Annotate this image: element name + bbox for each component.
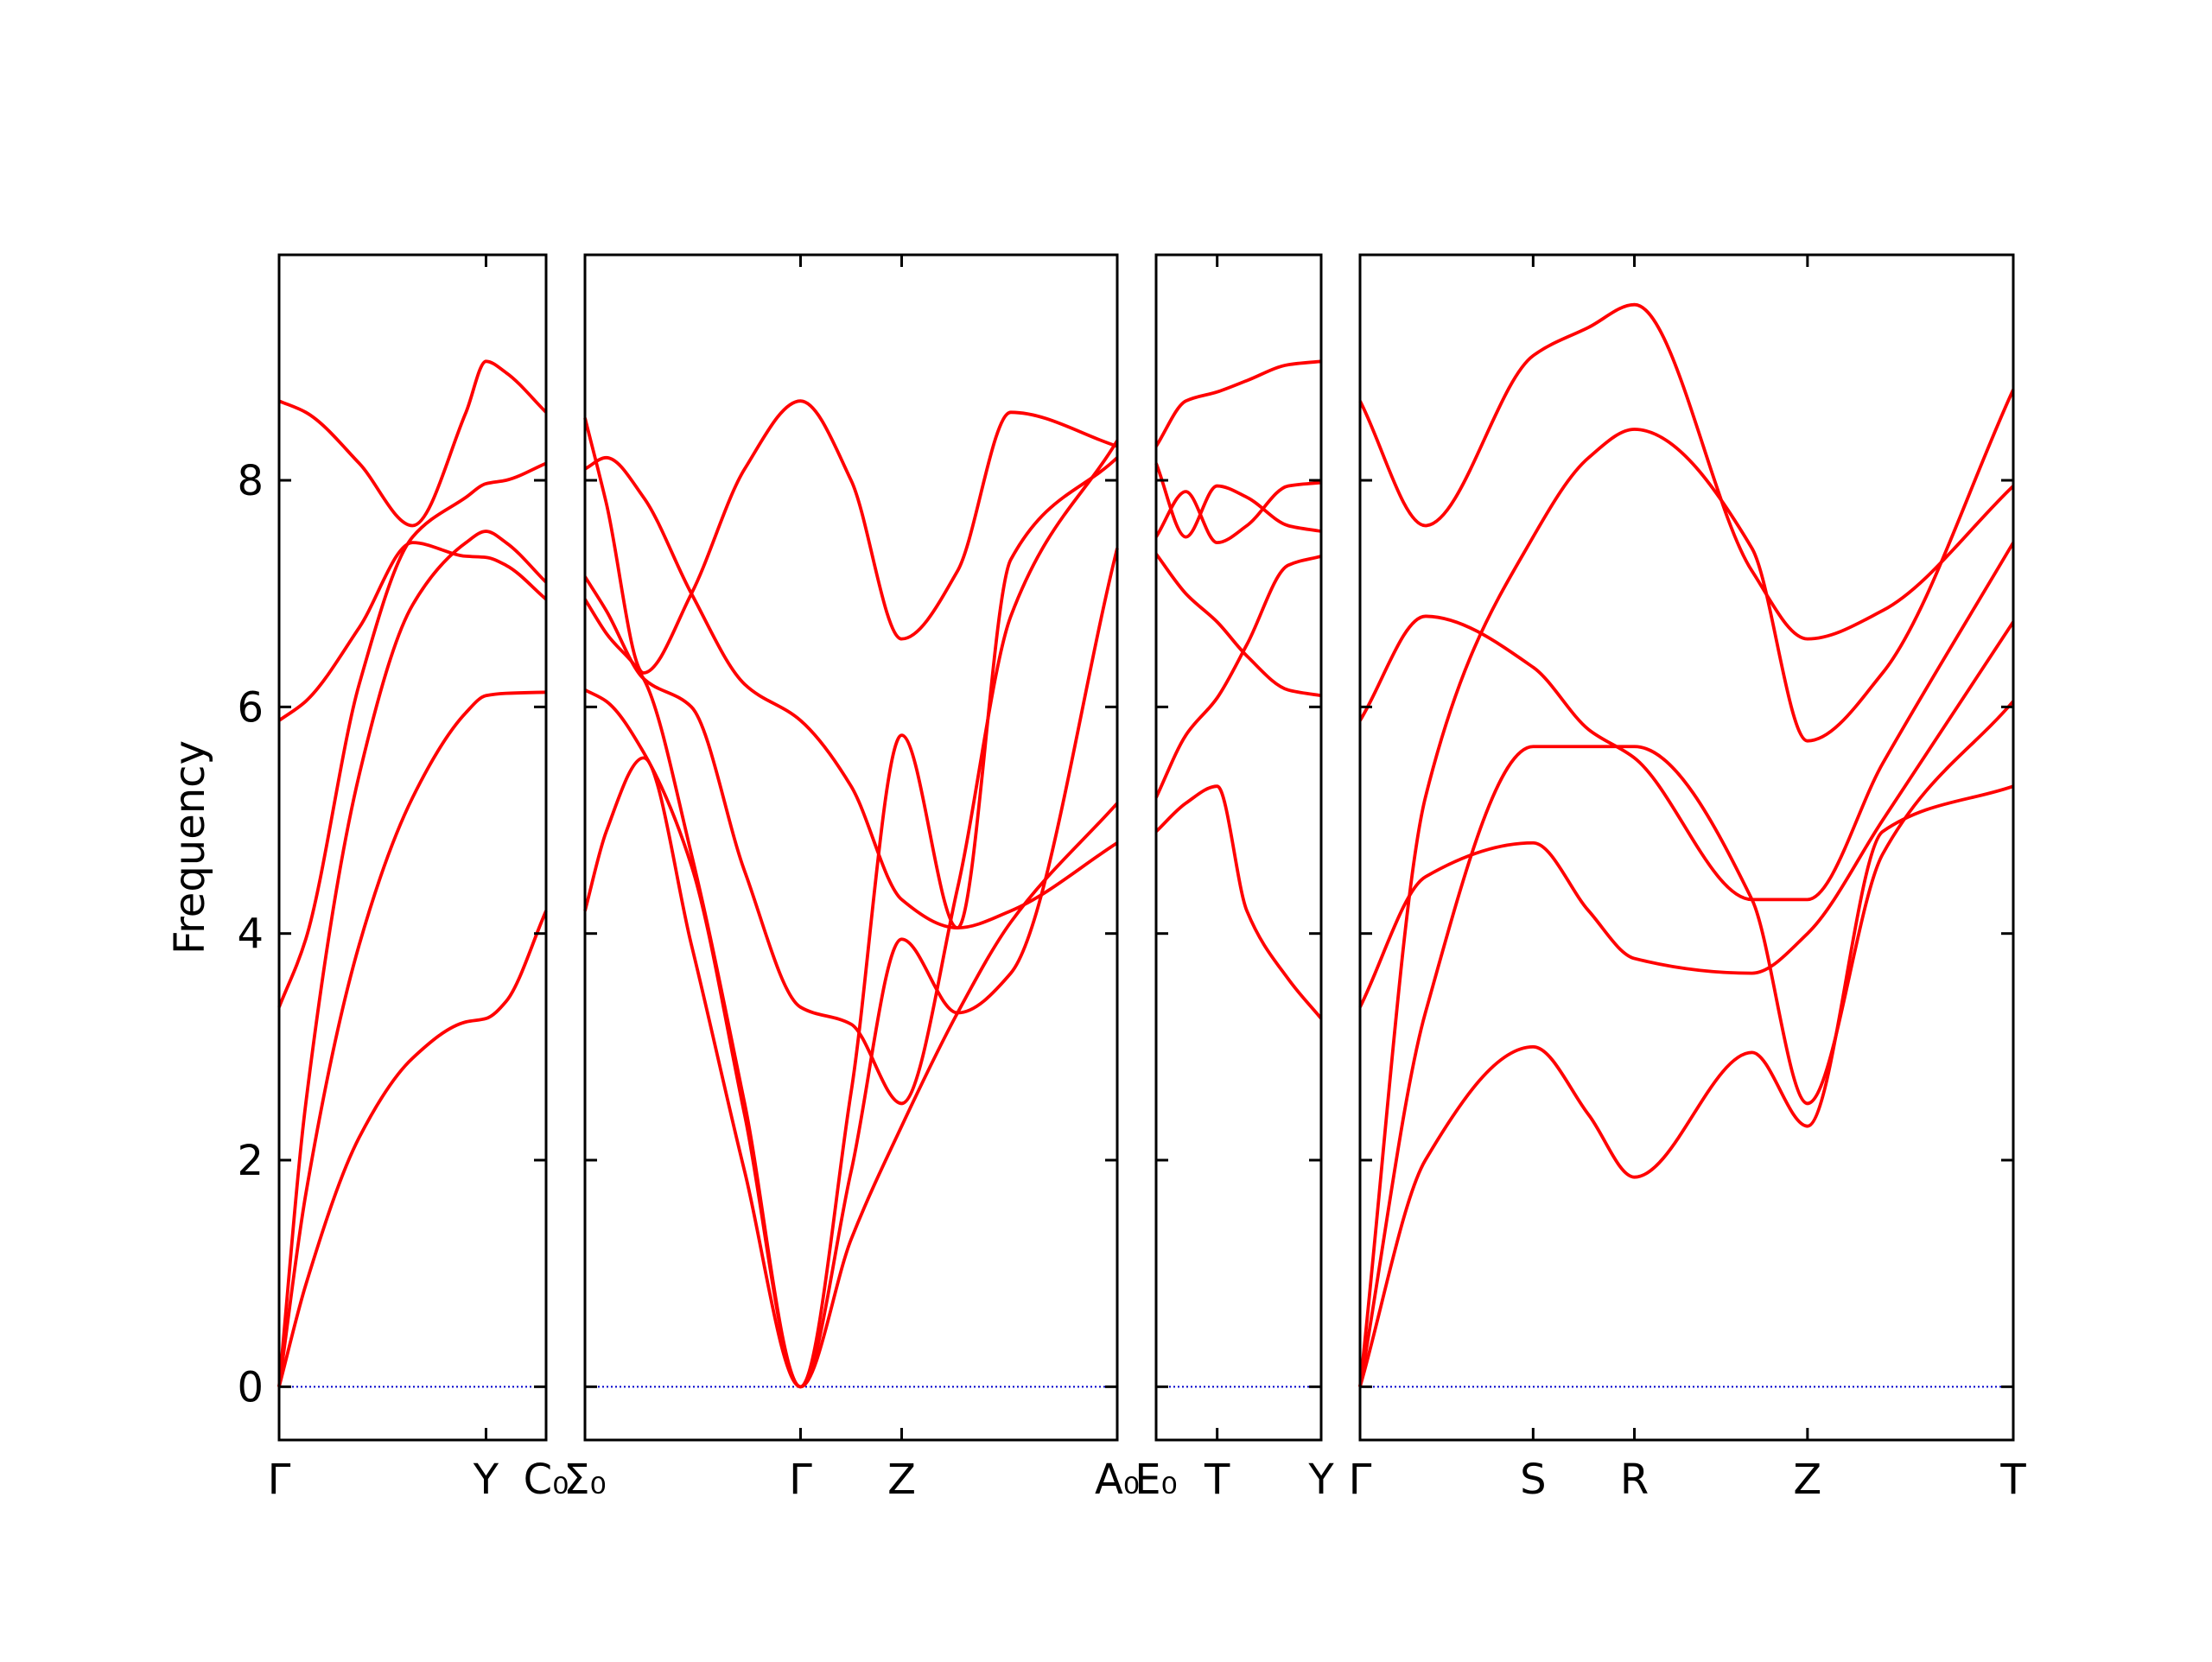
band-3 — [277, 530, 548, 1387]
band-2 — [277, 690, 547, 1387]
x-tick-label: A₀ — [1095, 1456, 1140, 1504]
panel-frame — [1154, 253, 1323, 1442]
y-tick-label: 6 — [237, 683, 264, 732]
band-4 — [1358, 389, 2015, 1387]
panel-2: Σ₀ Γ Z A₀ — [563, 253, 1140, 1504]
panel-frame — [277, 253, 548, 1442]
band-1 — [1358, 784, 2014, 1387]
panel-frame — [1358, 253, 2015, 1442]
x-tick-label: S — [1520, 1456, 1546, 1504]
band-1 — [1154, 784, 1323, 1020]
y-tick-label: 2 — [237, 1137, 264, 1185]
band-6 — [1154, 359, 1322, 447]
y-tick-label: 0 — [237, 1363, 264, 1411]
x-tick-label: R — [1620, 1456, 1649, 1504]
band-1 — [277, 910, 548, 1387]
band-4 — [277, 461, 547, 1008]
panel-3: E₀ T Y — [1135, 253, 1334, 1504]
x-tick-label: Γ — [268, 1456, 291, 1504]
band-2 — [1154, 555, 1322, 799]
x-tick-label: Z — [1793, 1456, 1821, 1504]
x-tick-label: Γ — [789, 1456, 812, 1504]
band-6 — [583, 399, 1118, 675]
band-4 — [1154, 480, 1322, 545]
band-2 — [1358, 700, 2015, 1387]
band-3 — [1358, 620, 2015, 1008]
y-axis-label: Frequency — [166, 740, 214, 955]
x-tick-label: Y — [473, 1456, 499, 1504]
band-5 — [1358, 542, 2015, 902]
band-6 — [278, 359, 548, 528]
x-tick-label: Z — [887, 1456, 916, 1504]
band-4 — [583, 440, 1119, 1106]
band-5 — [1154, 462, 1322, 539]
x-tick-label: Γ — [1349, 1456, 1372, 1504]
band-3 — [1154, 553, 1322, 698]
band-5 — [584, 455, 1119, 930]
x-tick-label: T — [1204, 1456, 1230, 1504]
x-tick-label: E₀ — [1135, 1456, 1178, 1504]
y-tick-label: 4 — [237, 910, 264, 959]
x-tick-label: Σ₀ — [563, 1456, 607, 1504]
x-tick-label: Y — [1307, 1456, 1334, 1504]
x-tick-label: T — [1999, 1456, 2026, 1504]
band-1 — [583, 756, 1119, 1389]
band-5 — [277, 541, 548, 722]
panel-1: Γ Y C₀ 0 2 4 6 8 — [237, 253, 569, 1504]
band-3 — [583, 598, 1119, 1389]
panel-frame — [583, 253, 1119, 1442]
x-tick-label: C₀ — [524, 1456, 569, 1504]
band-2 — [584, 548, 1119, 1389]
y-tick-label: 8 — [237, 457, 264, 505]
band-6 — [1358, 302, 2015, 641]
